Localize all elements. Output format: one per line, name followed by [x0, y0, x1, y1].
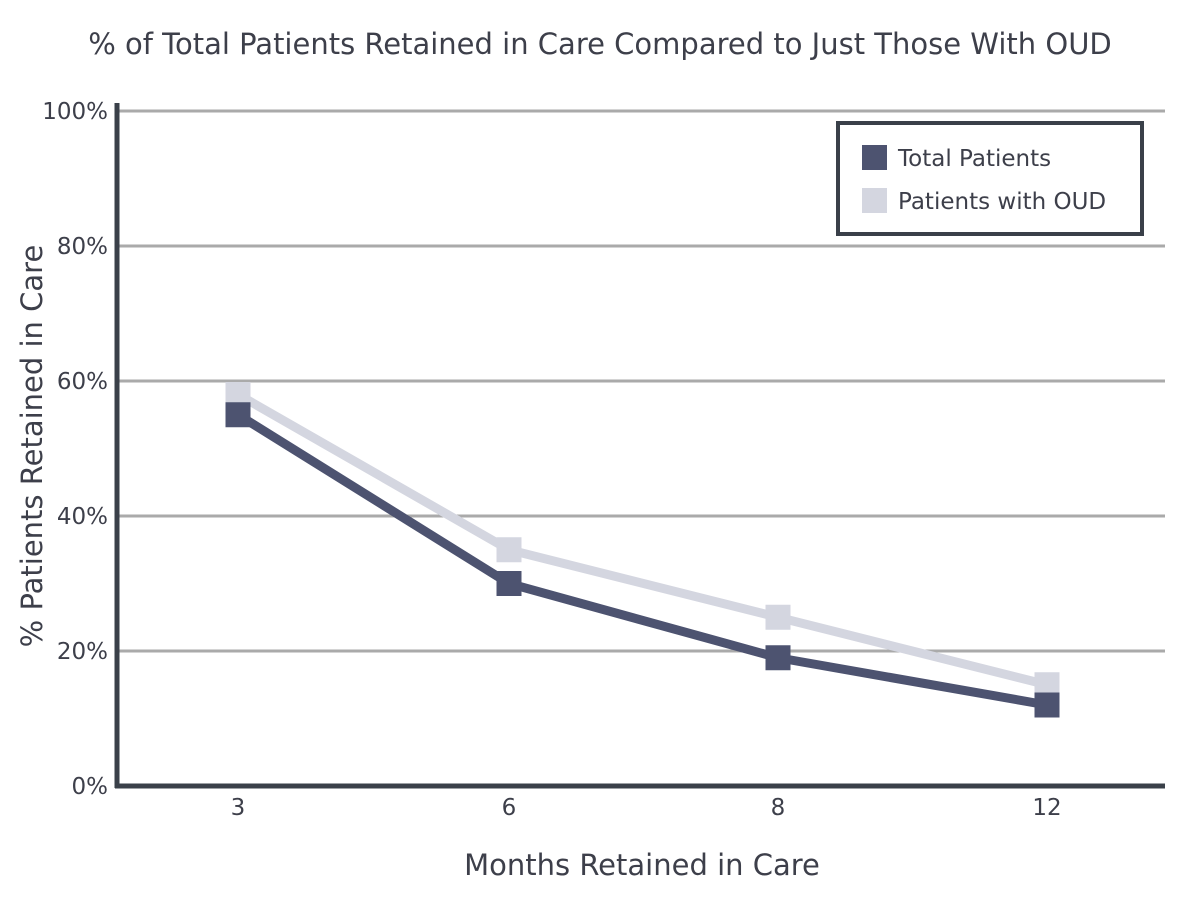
data-point-total-patients	[765, 645, 791, 671]
legend-swatch-total-patients	[862, 145, 887, 170]
series-line-total-patients	[233, 410, 1052, 710]
y-tick-labels: 0% 20% 40% 60% 80% 100%	[42, 99, 108, 800]
data-point-patients-with-oud	[496, 537, 522, 563]
y-tick-label: 60%	[57, 369, 108, 395]
legend-label-patients-with-oud: Patients with OUD	[898, 189, 1106, 215]
chart-title: % of Total Patients Retained in Care Com…	[88, 27, 1112, 61]
y-tick-label: 80%	[57, 234, 108, 260]
data-point-total-patients	[1034, 692, 1060, 718]
series-lines	[225, 382, 1060, 718]
y-tick-label: 40%	[57, 504, 108, 530]
y-tick-label: 0%	[72, 774, 109, 800]
legend-label-total-patients: Total Patients	[897, 146, 1051, 172]
data-point-total-patients	[225, 402, 251, 428]
y-tick-label: 20%	[57, 639, 108, 665]
axes	[114, 103, 1165, 789]
y-axis-title: % Patients Retained in Care	[15, 245, 49, 648]
y-tick-label: 100%	[42, 99, 108, 125]
legend-swatch-patients-with-oud	[862, 188, 887, 213]
x-axis-title: Months Retained in Care	[464, 848, 820, 882]
x-tick-label: 6	[502, 795, 517, 821]
x-tick-label: 12	[1032, 795, 1061, 821]
x-tick-label: 8	[771, 795, 786, 821]
data-point-total-patients	[496, 571, 522, 596]
x-tick-label: 3	[231, 795, 246, 821]
x-tick-labels: 3 6 8 12	[231, 795, 1062, 821]
data-point-patients-with-oud	[765, 604, 791, 630]
legend-box	[836, 121, 1144, 236]
legend: Total Patients Patients with OUD	[836, 121, 1144, 236]
gridlines	[117, 109, 1165, 653]
series-line-patients-with-oud	[233, 390, 1052, 690]
